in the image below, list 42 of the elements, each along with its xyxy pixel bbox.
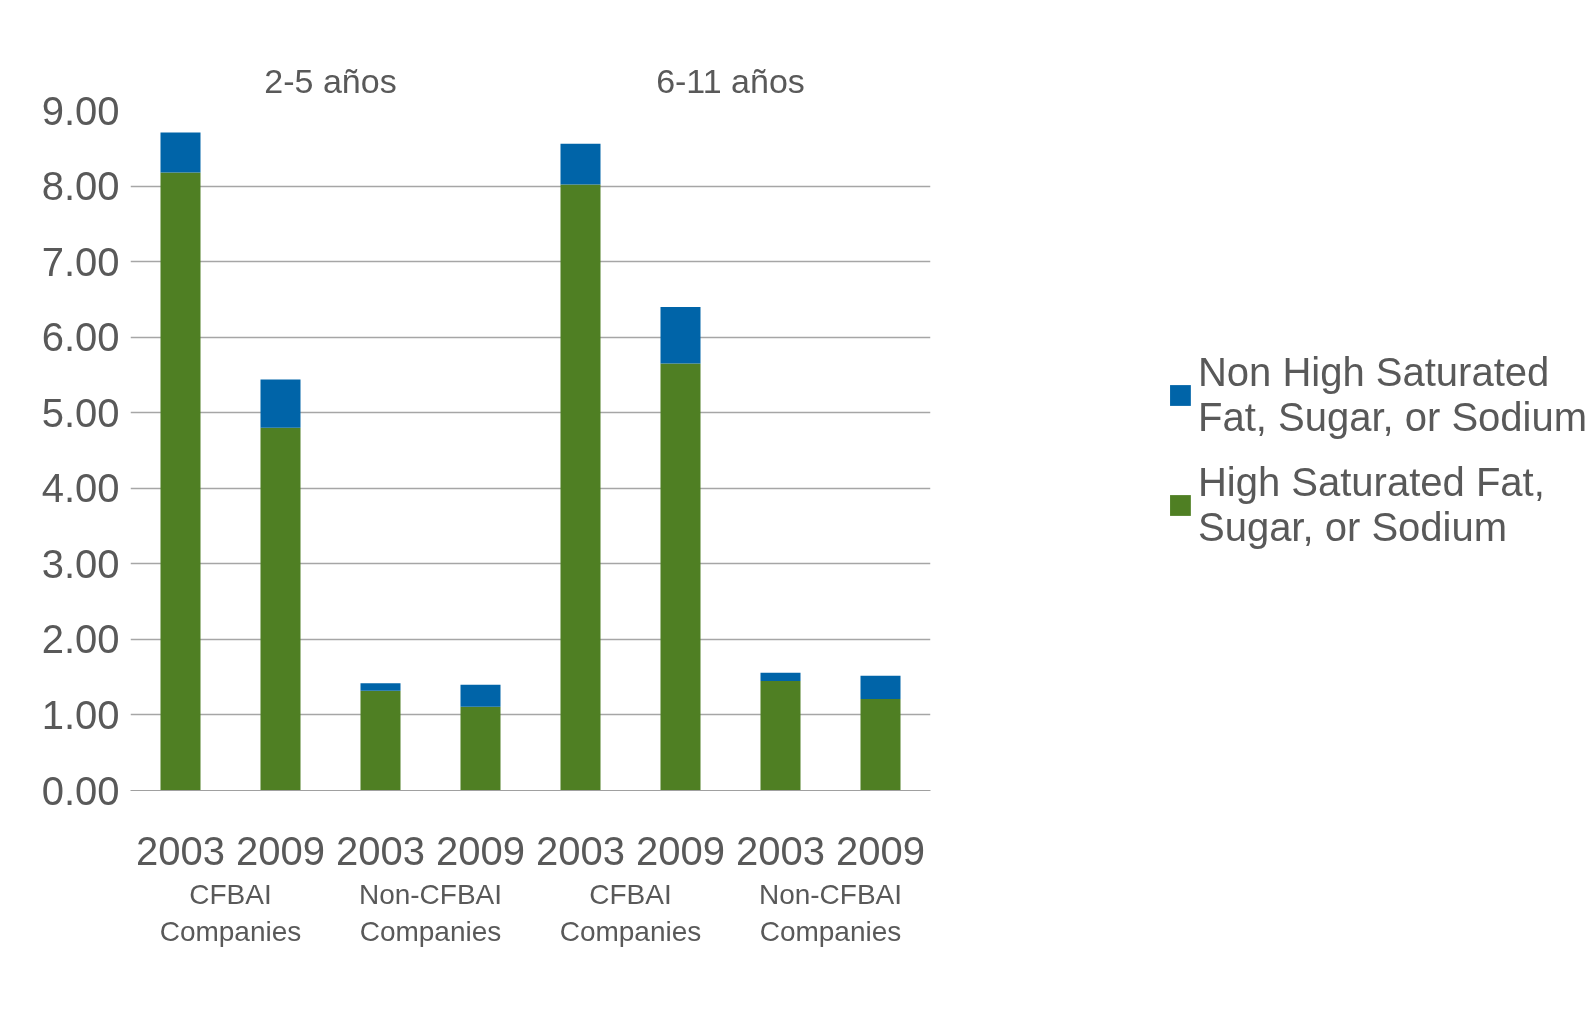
bar — [360, 690, 401, 791]
text: 2-5 años — [264, 61, 397, 100]
y-tick-label: 6.00 — [41, 315, 120, 360]
y-tick-label: 8.00 — [41, 164, 120, 209]
bar — [860, 699, 901, 791]
bar — [460, 706, 501, 791]
bar — [260, 427, 301, 791]
bar — [260, 379, 301, 428]
x-tick-label: 2009 — [236, 828, 325, 873]
y-tick-label: 0.00 — [41, 768, 120, 813]
x-tick-label: 2009 — [436, 828, 525, 873]
bar — [860, 675, 901, 700]
text: 6-11 años — [656, 61, 805, 100]
bar — [760, 672, 801, 681]
y-tick-label: 7.00 — [41, 239, 120, 284]
bar — [160, 172, 201, 791]
bar — [360, 683, 401, 691]
x-tick-label: 2003 — [336, 828, 425, 873]
bar — [560, 184, 601, 791]
text: CFBAI Companies — [159, 878, 302, 947]
x-tick-label: 2003 — [736, 828, 825, 873]
y-tick-label: 1.00 — [41, 692, 120, 737]
bar — [460, 684, 501, 707]
bar — [660, 363, 701, 791]
y-tick-label: 4.00 — [41, 466, 120, 511]
y-tick-label: 2.00 — [41, 617, 120, 662]
text: CFBAI Companies — [559, 878, 702, 947]
y-tick-label: 3.00 — [41, 541, 120, 586]
bar — [560, 143, 601, 185]
bar — [160, 132, 201, 173]
text: Non-CFBAI Companies — [758, 878, 903, 947]
bar — [660, 306, 701, 364]
legend-label: High Saturated Fat, Sugar, or Sodium — [1197, 460, 1545, 550]
text: Non-CFBAI Companies — [358, 878, 503, 947]
x-tick-label: 2009 — [836, 828, 925, 873]
x-tick-label: 2003 — [136, 828, 225, 873]
x-tick-label: 2009 — [636, 828, 725, 873]
bar — [760, 680, 801, 791]
y-tick-label: 9.00 — [41, 88, 120, 133]
legend-label: Non High Saturated Fat, Sugar, or Sodium — [1197, 350, 1588, 440]
y-tick-label: 5.00 — [41, 390, 120, 435]
x-tick-label: 2003 — [536, 828, 625, 873]
